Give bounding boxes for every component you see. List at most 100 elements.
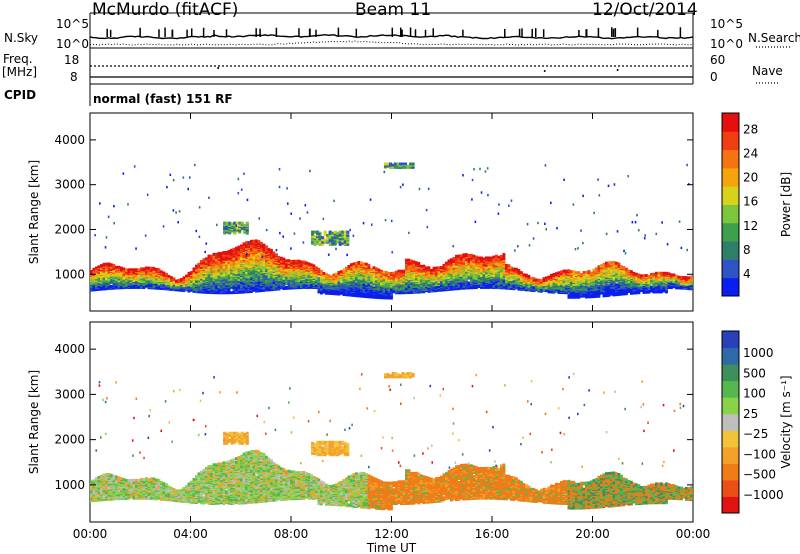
scatter-cell xyxy=(200,288,203,292)
scatter-cell xyxy=(165,272,168,276)
scatter-cell xyxy=(255,239,258,243)
scatter-cell xyxy=(232,247,236,251)
scatter-cell xyxy=(232,274,236,278)
scatter-cell xyxy=(172,284,176,288)
scatter-cell xyxy=(180,278,183,281)
scatter-cell xyxy=(307,272,311,276)
scatter-cell xyxy=(475,255,478,259)
scatter-cell xyxy=(525,273,528,277)
scatter-cell xyxy=(337,281,341,285)
scatter-cell xyxy=(212,252,216,256)
scatter-cell xyxy=(407,258,411,262)
scatter-cell xyxy=(202,261,206,265)
search-noise-line xyxy=(89,40,694,46)
scatter-cell xyxy=(247,255,251,259)
scatter-cell xyxy=(320,284,323,288)
noise-tick-right-high: 10^5 xyxy=(710,17,743,31)
scatter-cell xyxy=(267,248,271,251)
scatter-cell xyxy=(235,273,238,277)
scatter-cell xyxy=(302,280,306,284)
scatter-cell xyxy=(472,254,476,258)
scatter-cell xyxy=(125,282,128,286)
scatter-cell xyxy=(115,265,118,269)
scatter-cell xyxy=(140,267,143,271)
scatter-cell xyxy=(240,257,243,261)
scatter-cell xyxy=(250,239,253,243)
scatter-cell xyxy=(235,264,238,268)
scatter-cell xyxy=(150,266,153,270)
scatter-cell xyxy=(440,266,443,269)
scatter-cell xyxy=(492,255,496,259)
scatter-cell xyxy=(540,278,543,282)
scatter-cell xyxy=(532,286,536,290)
scatter-cell xyxy=(520,271,523,275)
scatter-cell xyxy=(192,285,196,289)
scatter-cell xyxy=(452,257,456,260)
scatter-cell xyxy=(237,245,241,249)
scatter-cell xyxy=(265,281,268,285)
scatter-cell xyxy=(190,288,193,292)
scatter-cell xyxy=(460,254,463,258)
scatter-cell xyxy=(187,277,191,281)
scatter-cell xyxy=(195,270,198,274)
scatter-cell xyxy=(295,261,298,265)
scatter-cell xyxy=(115,281,118,285)
scatter-cell xyxy=(207,282,211,286)
scatter-cell xyxy=(547,275,551,279)
scatter-cell xyxy=(312,268,316,272)
scatter-cell xyxy=(122,284,126,288)
scatter-cell xyxy=(590,271,593,275)
scatter-cell xyxy=(242,254,246,258)
scatter-cell xyxy=(307,262,311,266)
scatter-cell xyxy=(312,274,316,278)
scatter-cell xyxy=(177,278,181,282)
scatter-cell xyxy=(302,263,306,267)
scatter-cell xyxy=(117,265,121,269)
scatter-cell xyxy=(185,274,188,278)
scatter-cell xyxy=(165,284,168,288)
scatter-cell xyxy=(110,266,113,270)
scatter-cell xyxy=(530,277,533,280)
scatter-cell xyxy=(510,266,513,270)
beam-title: Beam 11 xyxy=(355,0,432,20)
scatter-cell xyxy=(450,273,453,277)
scatter-cell xyxy=(122,275,126,279)
scatter-cell xyxy=(102,271,106,275)
scatter-cell xyxy=(355,261,358,265)
scatter-cell xyxy=(370,268,373,271)
scatter-cell xyxy=(257,256,261,260)
scatter-cell xyxy=(225,279,228,283)
scatter-cell xyxy=(132,270,136,274)
scatter-cell xyxy=(230,291,233,295)
scatter-cell xyxy=(565,269,568,273)
scatter-cell xyxy=(275,253,278,257)
scatter-cell xyxy=(95,283,98,287)
scatter-cell xyxy=(317,276,321,280)
scatter-cell xyxy=(120,280,123,284)
scatter-cell xyxy=(212,280,216,284)
nsearch-label: N.Search xyxy=(748,31,800,45)
scatter-cell xyxy=(200,284,203,288)
scatter-cell xyxy=(130,286,133,289)
scatter-cell xyxy=(237,278,241,282)
scatter-cell xyxy=(272,251,276,255)
scatter-cell xyxy=(92,267,96,271)
scatter-cell xyxy=(120,266,123,270)
scatter-cell xyxy=(107,273,111,277)
freq-tick-high: 18 xyxy=(64,53,80,67)
scatter-cell xyxy=(552,273,556,276)
scatter-cell xyxy=(245,241,248,245)
scatter-cell xyxy=(275,262,278,266)
scatter-cell xyxy=(317,267,321,271)
scatter-cell xyxy=(430,268,433,272)
scatter-cell xyxy=(190,279,193,283)
scatter-cell xyxy=(582,275,586,279)
scatter-cell xyxy=(522,273,526,277)
scatter-cell xyxy=(437,266,441,270)
scatter-cell xyxy=(260,255,263,259)
scatter-cell xyxy=(217,276,221,280)
scatter-cell xyxy=(477,256,481,260)
scatter-cell xyxy=(225,250,228,254)
scatter-cell xyxy=(457,254,461,258)
scatter-cell xyxy=(407,266,411,270)
